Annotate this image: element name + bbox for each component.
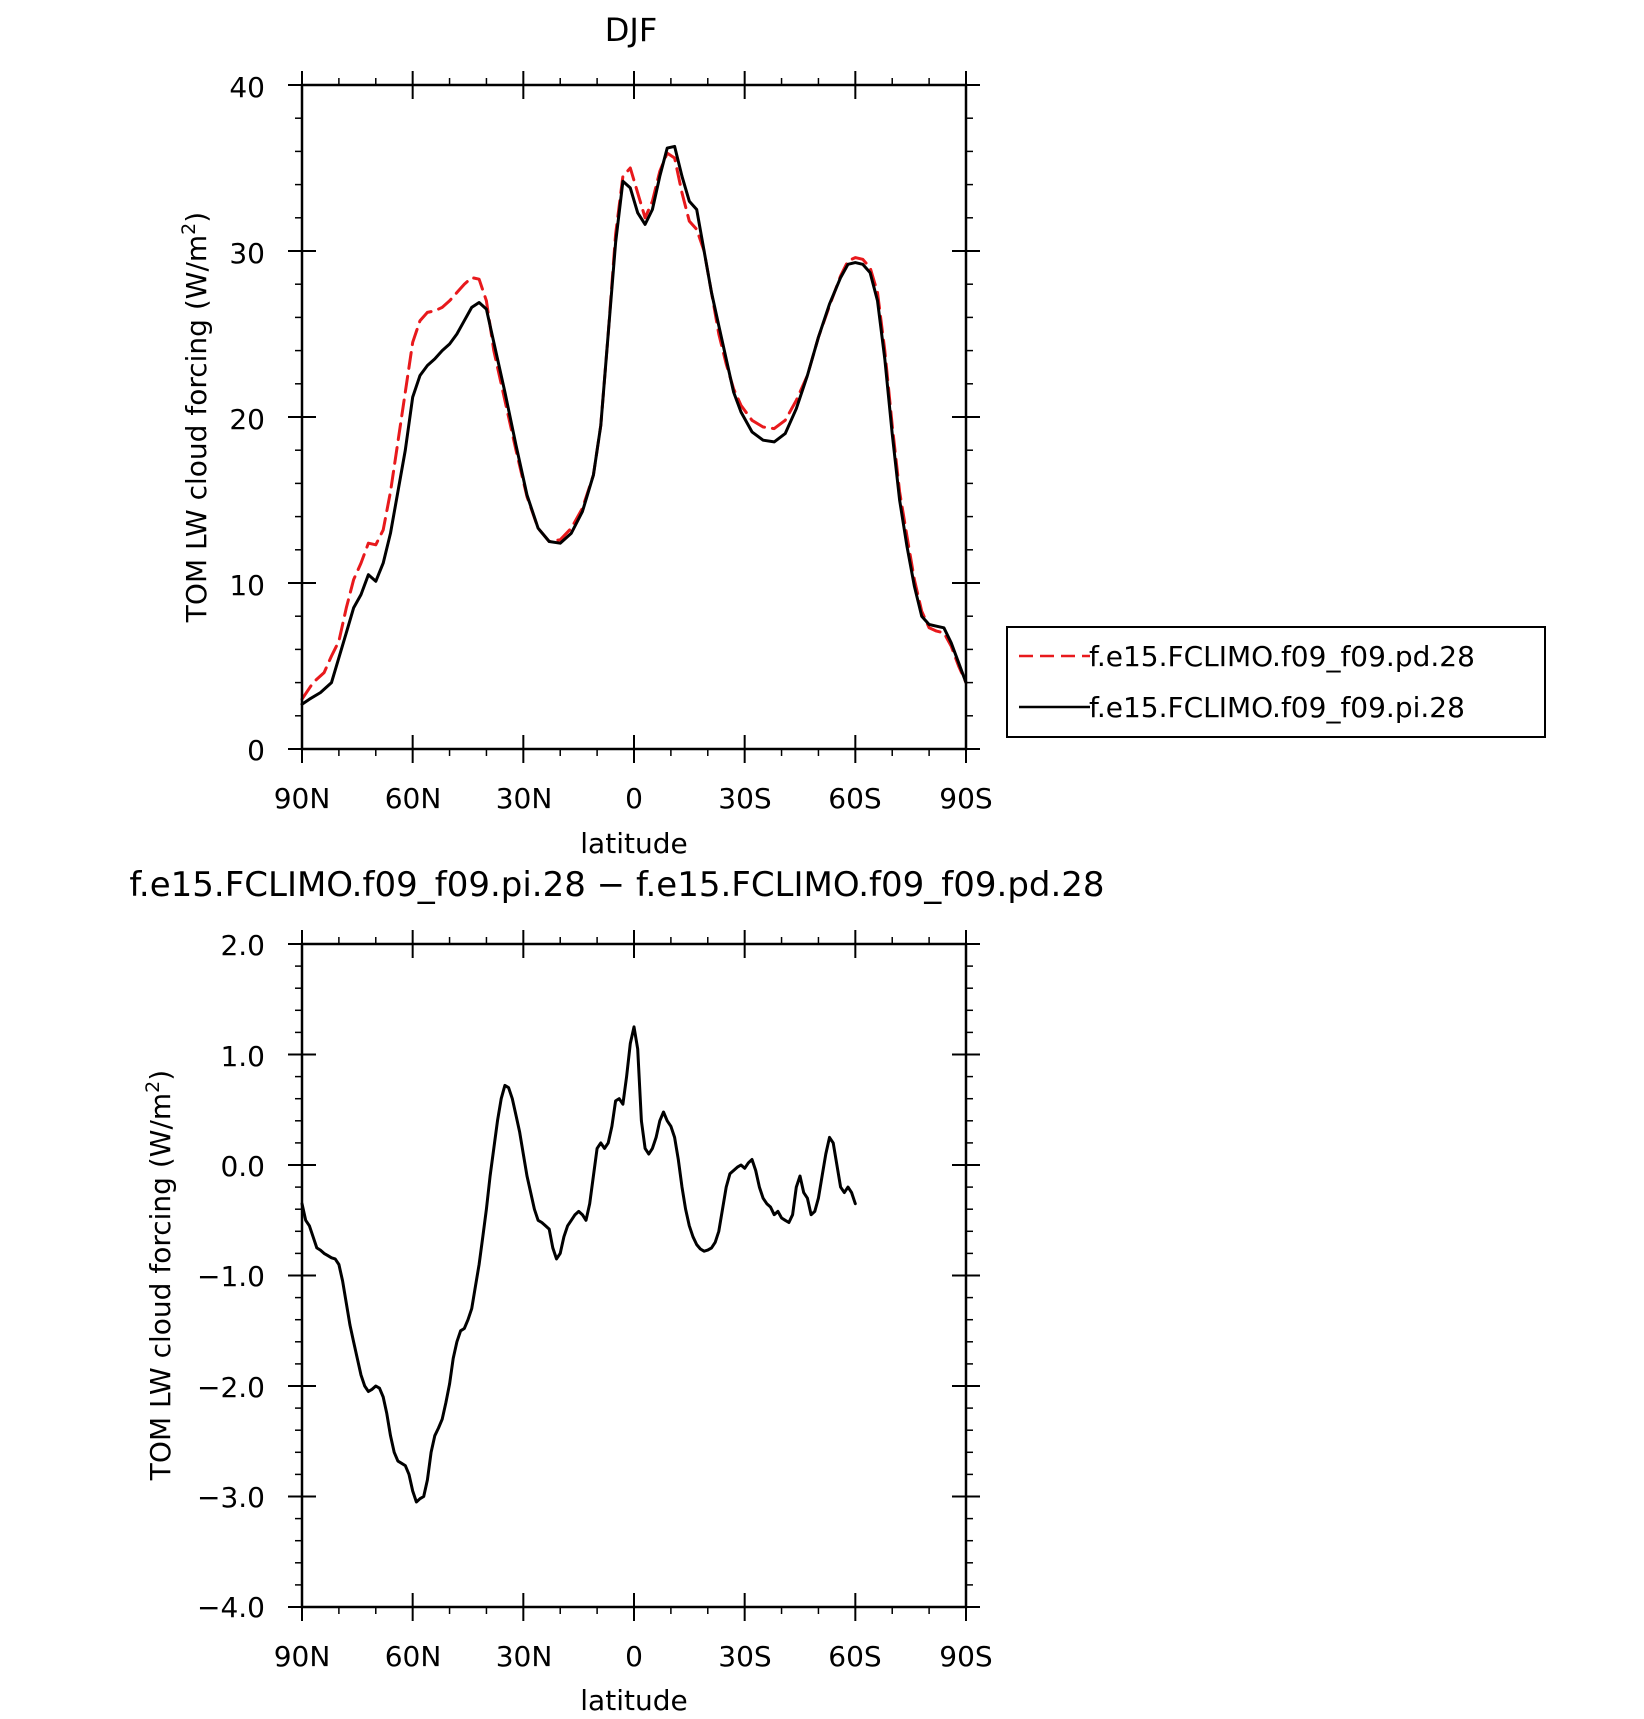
legend-label-pd: f.e15.FCLIMO.f09_f09.pd.28 [1089, 640, 1475, 673]
legend-box [1006, 626, 1546, 738]
bottom-ytick-label: −1.0 [197, 1260, 265, 1293]
top-xlabel: latitude [580, 827, 687, 860]
top-xtick-label: 30S [718, 782, 771, 815]
top-xtick-label: 90S [939, 782, 992, 815]
bottom-xtick-label: 30S [718, 1640, 771, 1673]
top-ylabel: TOM LW cloud forcing (W/m2) [178, 212, 213, 623]
legend-label-pi: f.e15.FCLIMO.f09_f09.pi.28 [1089, 691, 1465, 724]
top-ylabel-main: TOM LW cloud forcing (W/m [180, 235, 213, 623]
top-plot-frame [300, 83, 968, 751]
top-xtick-label: 90N [274, 782, 331, 815]
top-series-line-0 [300, 151, 968, 701]
top-panel: DJF 0 10 20 30 40 90N 60N 30N 0 30S 60S … [178, 11, 1546, 860]
bottom-ylabel-close: ) [144, 1070, 177, 1081]
top-xtick-label: 0 [625, 782, 643, 815]
legend: f.e15.FCLIMO.f09_f09.pd.28 f.e15.FCLIMO.… [1006, 626, 1546, 738]
top-ytick-label: 10 [229, 569, 265, 602]
top-series-line-1 [300, 144, 968, 706]
bottom-minor-ticks [295, 937, 973, 1614]
top-ytick-label: 0 [247, 734, 265, 767]
bottom-xtick-label: 0 [625, 1640, 643, 1673]
bottom-ytick-label: −3.0 [197, 1481, 265, 1514]
bottom-xtick-label: 90N [274, 1640, 331, 1673]
bottom-title: f.e15.FCLIMO.f09_f09.pi.28 − f.e15.FCLIM… [129, 865, 1104, 905]
top-ytick-label: 30 [229, 237, 265, 270]
bottom-plot-lines [300, 1025, 857, 1504]
bottom-ytick-label: 2.0 [220, 929, 265, 962]
top-ylabel-sup: 2 [178, 223, 200, 235]
bottom-xtick-label: 60S [828, 1640, 881, 1673]
bottom-panel: f.e15.FCLIMO.f09_f09.pi.28 − f.e15.FCLIM… [129, 865, 1104, 1717]
bottom-ylabel-sup: 2 [142, 1081, 164, 1093]
top-xtick-label: 30N [496, 782, 553, 815]
bottom-ytick-label: 1.0 [220, 1040, 265, 1073]
bottom-ylabel-main: TOM LW cloud forcing (W/m [144, 1093, 177, 1481]
top-axis-ticks [288, 71, 980, 763]
bottom-xtick-label: 30N [496, 1640, 553, 1673]
bottom-ylabel: TOM LW cloud forcing (W/m2) [142, 1070, 177, 1481]
top-xtick-label: 60S [828, 782, 881, 815]
top-xtick-label: 60N [385, 782, 442, 815]
bottom-xtick-label: 60N [385, 1640, 442, 1673]
top-title: DJF [605, 11, 657, 49]
bottom-ytick-label: −4.0 [197, 1591, 265, 1624]
top-ylabel-close: ) [180, 212, 213, 223]
top-ytick-label: 40 [229, 71, 265, 104]
bottom-xtick-label: 90S [939, 1640, 992, 1673]
bottom-plot-frame [300, 942, 968, 1609]
bottom-ytick-label: −2.0 [197, 1371, 265, 1404]
bottom-xlabel: latitude [580, 1684, 687, 1717]
bottom-series-line-0 [300, 1025, 857, 1504]
top-plot-lines [300, 144, 968, 706]
top-ytick-label: 20 [229, 403, 265, 436]
bottom-ytick-label: 0.0 [220, 1150, 265, 1183]
